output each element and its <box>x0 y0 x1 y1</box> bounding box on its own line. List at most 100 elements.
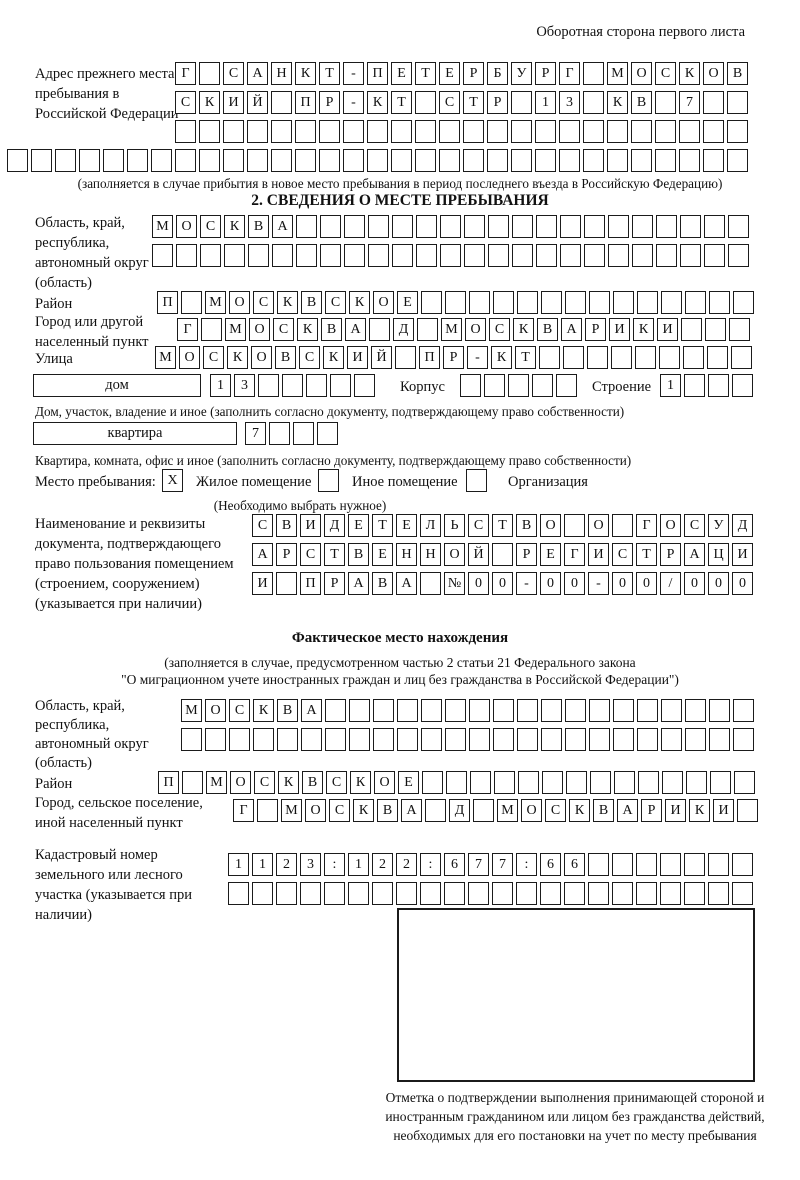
char-box[interactable]: Е <box>540 543 561 566</box>
char-box[interactable]: 7 <box>468 853 489 876</box>
char-box[interactable] <box>637 699 658 722</box>
char-box[interactable] <box>541 291 562 314</box>
char-box[interactable]: Е <box>397 291 418 314</box>
char-box[interactable]: О <box>229 291 250 314</box>
char-box[interactable] <box>607 120 628 143</box>
char-box[interactable] <box>300 882 321 905</box>
char-box[interactable] <box>705 318 726 341</box>
char-box[interactable] <box>589 291 610 314</box>
char-box[interactable] <box>532 374 553 397</box>
char-box[interactable] <box>463 120 484 143</box>
char-box[interactable]: Н <box>396 543 417 566</box>
char-box[interactable]: У <box>511 62 532 85</box>
char-box[interactable]: Е <box>396 514 417 537</box>
char-box[interactable] <box>391 149 412 172</box>
char-box[interactable] <box>369 318 390 341</box>
char-box[interactable]: Т <box>492 514 513 537</box>
char-box[interactable]: М <box>281 799 302 822</box>
char-box[interactable] <box>199 120 220 143</box>
char-box[interactable]: А <box>348 572 369 595</box>
char-box[interactable]: В <box>593 799 614 822</box>
char-box[interactable] <box>473 799 494 822</box>
char-box[interactable] <box>541 728 562 751</box>
char-box[interactable] <box>512 244 533 267</box>
char-box[interactable]: К <box>491 346 512 369</box>
char-box[interactable] <box>661 291 682 314</box>
char-box[interactable] <box>368 215 389 238</box>
char-box[interactable]: Е <box>391 62 412 85</box>
char-box[interactable] <box>661 728 682 751</box>
char-box[interactable]: О <box>230 771 251 794</box>
char-box[interactable] <box>487 120 508 143</box>
char-box[interactable]: Д <box>393 318 414 341</box>
char-box[interactable] <box>655 120 676 143</box>
char-box[interactable]: 1 <box>210 374 231 397</box>
char-box[interactable]: О <box>465 318 486 341</box>
char-box[interactable]: С <box>254 771 275 794</box>
char-box[interactable] <box>708 882 729 905</box>
char-box[interactable] <box>704 215 725 238</box>
char-box[interactable] <box>200 244 221 267</box>
char-box[interactable]: В <box>727 62 748 85</box>
char-box[interactable] <box>343 149 364 172</box>
char-box[interactable] <box>296 215 317 238</box>
char-box[interactable] <box>584 215 605 238</box>
char-box[interactable]: М <box>441 318 462 341</box>
char-box[interactable] <box>421 728 442 751</box>
char-box[interactable] <box>728 215 749 238</box>
char-box[interactable]: К <box>569 799 590 822</box>
char-box[interactable]: С <box>684 514 705 537</box>
char-box[interactable] <box>684 853 705 876</box>
char-box[interactable]: Р <box>276 543 297 566</box>
char-box[interactable] <box>660 853 681 876</box>
char-box[interactable]: 0 <box>684 572 705 595</box>
char-box[interactable] <box>709 291 730 314</box>
char-box[interactable]: Д <box>732 514 753 537</box>
char-box[interactable]: К <box>277 291 298 314</box>
char-box[interactable] <box>493 699 514 722</box>
char-box[interactable] <box>444 882 465 905</box>
char-box[interactable] <box>516 882 537 905</box>
char-box[interactable]: И <box>665 799 686 822</box>
char-box[interactable] <box>421 699 442 722</box>
char-box[interactable] <box>613 728 634 751</box>
char-box[interactable] <box>440 244 461 267</box>
char-box[interactable]: Г <box>559 62 580 85</box>
char-box[interactable]: К <box>367 91 388 114</box>
char-box[interactable]: В <box>301 291 322 314</box>
char-box[interactable] <box>589 699 610 722</box>
char-box[interactable] <box>560 215 581 238</box>
char-box[interactable]: М <box>205 291 226 314</box>
char-box[interactable] <box>493 291 514 314</box>
char-box[interactable] <box>296 244 317 267</box>
char-box[interactable]: Г <box>564 543 585 566</box>
char-box[interactable]: 6 <box>444 853 465 876</box>
char-box[interactable]: П <box>157 291 178 314</box>
char-box[interactable]: Е <box>348 514 369 537</box>
char-box[interactable]: С <box>200 215 221 238</box>
char-box[interactable]: П <box>367 62 388 85</box>
char-box[interactable] <box>420 882 441 905</box>
char-box[interactable] <box>517 291 538 314</box>
char-box[interactable] <box>631 149 652 172</box>
char-box[interactable] <box>590 771 611 794</box>
char-box[interactable] <box>415 120 436 143</box>
char-box[interactable] <box>325 699 346 722</box>
char-box[interactable] <box>655 149 676 172</box>
char-box[interactable]: О <box>305 799 326 822</box>
char-box[interactable]: Р <box>443 346 464 369</box>
char-box[interactable] <box>613 699 634 722</box>
char-box[interactable]: 3 <box>300 853 321 876</box>
char-box[interactable]: 0 <box>636 572 657 595</box>
char-box[interactable]: С <box>545 799 566 822</box>
char-box[interactable]: О <box>374 771 395 794</box>
char-box[interactable]: С <box>489 318 510 341</box>
char-box[interactable] <box>127 149 148 172</box>
char-box[interactable]: Р <box>487 91 508 114</box>
char-box[interactable] <box>637 291 658 314</box>
char-box[interactable] <box>391 120 412 143</box>
char-box[interactable] <box>612 882 633 905</box>
char-box[interactable] <box>492 882 513 905</box>
char-box[interactable]: А <box>301 699 322 722</box>
char-box[interactable] <box>464 215 485 238</box>
